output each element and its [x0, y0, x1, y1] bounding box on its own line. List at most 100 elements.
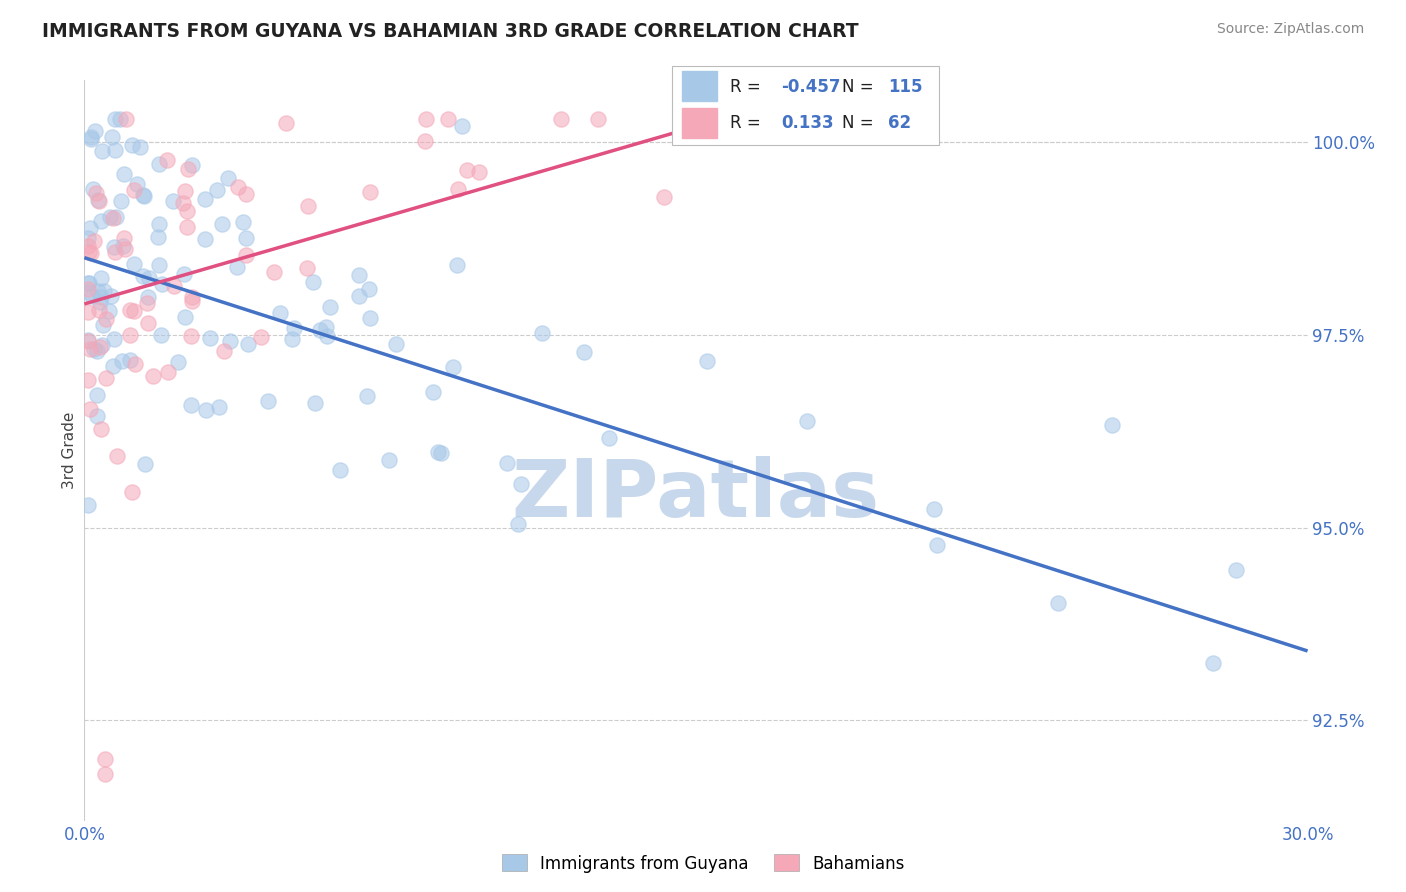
- Point: [118, 303, 141, 318]
- Point: [232, 215, 254, 229]
- Point: [456, 163, 478, 178]
- Point: [112, 231, 135, 245]
- Point: [86, 388, 108, 402]
- Point: [148, 157, 170, 171]
- Text: R =: R =: [730, 114, 761, 133]
- Point: [226, 180, 249, 194]
- Point: [122, 257, 145, 271]
- Point: [127, 178, 149, 192]
- Point: [135, 296, 157, 310]
- Point: [174, 184, 197, 198]
- Point: [180, 397, 202, 411]
- Point: [83, 235, 105, 249]
- Point: [93, 284, 115, 298]
- Point: [104, 112, 127, 126]
- Point: [413, 134, 436, 148]
- Point: [359, 310, 381, 325]
- Point: [90, 271, 112, 285]
- Point: [87, 193, 110, 207]
- Point: [86, 343, 108, 358]
- Point: [84, 186, 107, 200]
- Point: [531, 326, 554, 340]
- Text: 115: 115: [887, 78, 922, 96]
- Point: [172, 196, 194, 211]
- Point: [136, 316, 159, 330]
- Point: [508, 516, 530, 531]
- Point: [93, 752, 115, 766]
- Point: [121, 137, 143, 152]
- Point: [173, 310, 195, 324]
- Point: [134, 458, 156, 472]
- Point: [86, 409, 108, 424]
- Point: [225, 260, 247, 275]
- Point: [217, 170, 239, 185]
- Point: [77, 373, 100, 387]
- Point: [446, 182, 468, 196]
- Point: [94, 312, 117, 326]
- Point: [101, 129, 124, 144]
- Point: [148, 217, 170, 231]
- Bar: [682, 71, 717, 102]
- Point: [238, 337, 260, 351]
- Point: [598, 431, 620, 445]
- Point: [359, 185, 381, 199]
- Point: [441, 360, 464, 375]
- Point: [347, 289, 370, 303]
- Point: [103, 211, 125, 225]
- Point: [91, 338, 114, 352]
- Point: [82, 182, 104, 196]
- Point: [426, 444, 449, 458]
- Point: [586, 112, 609, 126]
- Point: [94, 371, 117, 385]
- Point: [132, 269, 155, 284]
- Point: [118, 327, 141, 342]
- Point: [77, 305, 100, 319]
- Point: [385, 337, 408, 351]
- Point: [89, 294, 111, 309]
- Point: [121, 484, 143, 499]
- Point: [446, 259, 468, 273]
- Point: [1101, 417, 1123, 432]
- Point: [181, 293, 204, 308]
- Point: [84, 124, 107, 138]
- Point: [77, 276, 100, 290]
- Point: [120, 352, 142, 367]
- Point: [177, 161, 200, 176]
- Point: [110, 194, 132, 209]
- Point: [89, 340, 111, 354]
- Point: [156, 153, 179, 168]
- Point: [79, 402, 101, 417]
- Point: [359, 282, 381, 296]
- Point: [235, 186, 257, 201]
- Point: [100, 289, 122, 303]
- Text: ZIPatlas: ZIPatlas: [512, 456, 880, 534]
- Point: [146, 230, 169, 244]
- Point: [79, 221, 101, 235]
- Y-axis label: 3rd Grade: 3rd Grade: [62, 412, 77, 489]
- Point: [214, 343, 236, 358]
- Point: [176, 219, 198, 234]
- Point: [437, 112, 460, 126]
- Point: [77, 498, 100, 512]
- Point: [79, 130, 101, 145]
- Point: [180, 329, 202, 343]
- Point: [79, 342, 101, 356]
- Point: [181, 290, 204, 304]
- Point: [796, 414, 818, 428]
- Point: [173, 267, 195, 281]
- Point: [134, 189, 156, 203]
- Point: [205, 183, 228, 197]
- Text: -0.457: -0.457: [780, 78, 841, 96]
- Point: [138, 270, 160, 285]
- Point: [77, 285, 100, 299]
- Point: [163, 279, 186, 293]
- Point: [98, 211, 121, 225]
- Point: [696, 354, 718, 368]
- Point: [103, 332, 125, 346]
- Point: [77, 276, 100, 290]
- Text: 0.133: 0.133: [780, 114, 834, 133]
- Point: [510, 476, 533, 491]
- Point: [329, 463, 352, 477]
- Text: N =: N =: [842, 78, 875, 96]
- Point: [142, 369, 165, 384]
